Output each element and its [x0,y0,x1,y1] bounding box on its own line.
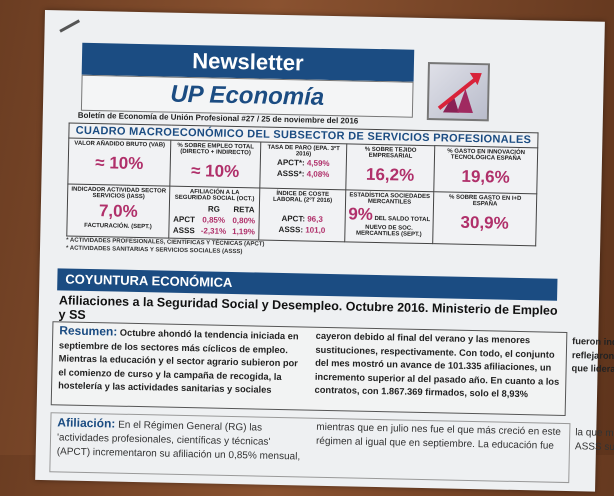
footnotes: * ACTIVIDADES PROFESIONALES, CIENTÍFICAS… [66,236,265,256]
row-asss: ASSS [172,225,195,236]
apct-reta: 0,80% [232,215,256,226]
newsletter-page: Newsletter UP Economía Boletín de Econom… [35,10,614,492]
cell-value: 19,6% [461,166,510,187]
cell-iass: INDICADOR ACTIVIDAD SECTOR SERVICIOS (IA… [66,184,170,239]
macro-table: CUADRO MACROECONÓMICO DEL SUBSECTOR DE S… [66,122,539,247]
apct-rg: 0,85% [202,215,226,225]
cell-value: ≈ 10% [95,153,144,174]
cell-label: AFILIACIÓN A LA SEGURIDAD SOCIAL (OCT.) [174,189,255,203]
afiliacion-label: Afiliación: [57,415,116,431]
cell-label: TASA DE PARO (EPA. 3ºT 2016) [267,144,340,158]
staple [59,19,81,33]
resumen-box: Resumen: Octubre ahondó la tendencia ini… [50,321,614,416]
apct-value: 96,3 [307,214,323,224]
asss-value: 101,0 [305,225,326,235]
resumen-text: Octubre ahondó la tendencia iniciada en … [58,327,614,400]
cell-value: 7,0% [98,201,138,221]
cell-label: % SOBRE GASTO EN I+D ESPAÑA [448,194,522,208]
row-apct: APCT [173,214,196,225]
cell-value: 9% [348,204,374,224]
cell-id: % SOBRE GASTO EN I+D ESPAÑA 30,9% [432,191,537,246]
cell-note: FACTURACIÓN. (SEPT.) [84,222,152,231]
cell-label: ÍNDICE DE COSTE LABORAL (2ºT 2016) [272,190,333,205]
resumen-label: Resumen: [59,323,118,339]
afiliacion-box: Afiliación: En el Régimen General (RG) l… [49,412,614,484]
cell-sociedades: ESTADÍSTICA SOCIEDADES MERCANTILES 9% DEL… [344,189,434,244]
cell-value: 30,9% [460,212,509,233]
afiliacion-text: En el Régimen General (RG) las 'activida… [56,419,614,463]
cell-label: VALOR AÑADIDO BRUTO (VAB) [74,140,166,149]
asss-label: ASSS*: [276,168,305,179]
cell-value: 16,2% [365,164,415,185]
apct-value: 4,59% [306,158,330,168]
asss-label: ASSS: [278,224,304,235]
logo-chart-arrow-icon [426,62,490,122]
cell-afiliacion: AFILIACIÓN A LA SEGURIDAD SOCIAL (OCT.) … [168,186,260,241]
cell-empleo: % SOBRE EMPLEO TOTAL (DIRECTO + INDIRECT… [169,140,261,189]
cell-innovacion: % GASTO EN INNOVACIÓN TECNOLÓGICA ESPAÑA… [433,145,538,194]
cell-value: ≈ 10% [190,161,240,182]
asss-value: 4,08% [306,169,330,179]
asss-reta: 1,19% [232,226,255,237]
col-reta: RETA [233,204,255,215]
apct-label: APCT*: [277,157,305,168]
cell-label: INDICADOR ACTIVIDAD SECTOR SERVICIOS (IA… [71,186,167,201]
cell-tejido: % SOBRE TEJIDO EMPRESARIAL 16,2% [345,143,435,192]
cell-label: % SOBRE EMPLEO TOTAL (DIRECTO + INDIRECT… [177,142,254,157]
cell-paro: TASA DE PARO (EPA. 3ºT 2016) APCT*: 4,59%… [259,142,347,190]
cell-label: % GASTO EN INNOVACIÓN TECNOLÓGICA ESPAÑA [447,148,526,163]
cell-label: % SOBRE TEJIDO EMPRESARIAL [364,146,417,160]
asss-rg: -2,31% [200,226,227,236]
cell-vab: VALOR AÑADIDO BRUTO (VAB) ≈ 10% [67,138,171,187]
apct-label: APCT: [281,213,306,224]
cell-coste-laboral: ÍNDICE DE COSTE LABORAL (2ºT 2016) APCT: … [258,188,346,242]
col-rg: RG [207,204,221,214]
